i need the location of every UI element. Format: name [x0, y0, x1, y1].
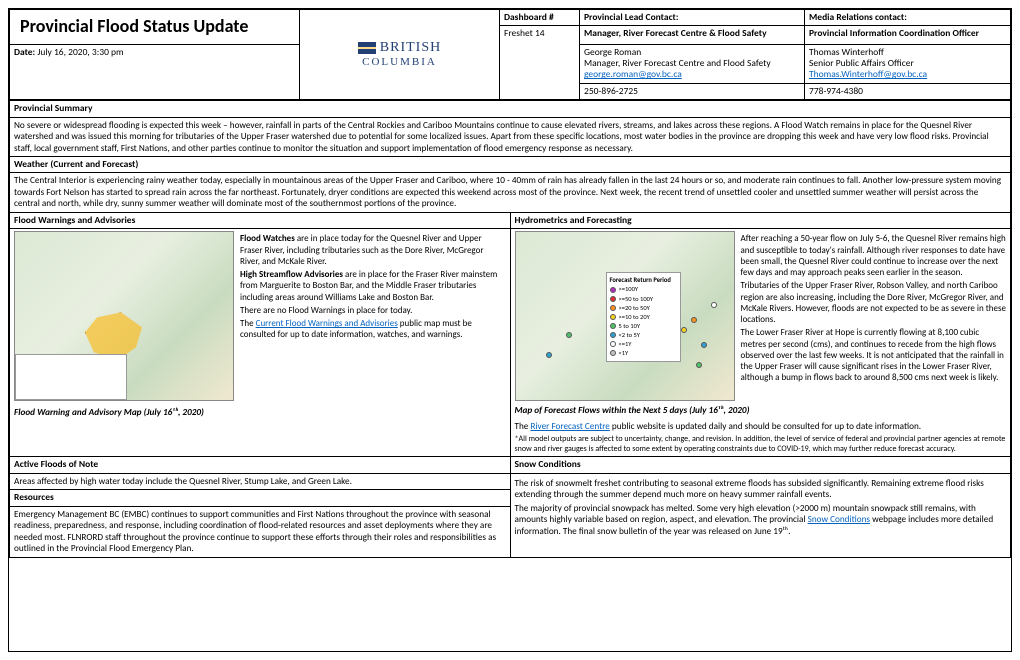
warnings-cell: Flood Warning Flood Watch High Streamflo… [10, 229, 511, 457]
warning-map: Flood Warning Flood Watch High Streamflo… [14, 231, 234, 401]
dashboard-label: Dashboard # [500, 10, 580, 26]
warnings-heading: Flood Warnings and Advisories [10, 212, 511, 228]
hydro-footnote: *All model outputs are subject to uncert… [515, 434, 1007, 454]
resources-text: Emergency Management BC (EMBC) continues… [10, 506, 511, 557]
legend-watch: Flood Watch [29, 374, 65, 383]
document-frame: Provincial Flood Status Update BRITISH C… [8, 8, 1012, 652]
snow-link[interactable]: Snow Conditions [808, 514, 870, 525]
lead-role: Manager, River Forecast Centre & Flood S… [580, 26, 805, 44]
warnings-map-link[interactable]: Current Flood Warnings and Advisories [256, 318, 398, 329]
summary-text: No severe or widespread flooding is expe… [10, 117, 1011, 157]
body-table: Provincial Summary No severe or widespre… [9, 100, 1011, 557]
media-phone: 778-974-4380 [805, 83, 1011, 99]
snow-heading: Snow Conditions [510, 457, 1011, 473]
forecast-map: Forecast Return Period >=100Y>=50 to 100… [515, 231, 735, 401]
header-table: Provincial Flood Status Update BRITISH C… [9, 9, 1011, 100]
weather-text: The Central Interior is experiencing rai… [10, 173, 1011, 213]
lead-contact-label: Provincial Lead Contact: [580, 10, 805, 26]
hydro-cell: Forecast Return Period >=100Y>=50 to 100… [510, 229, 1011, 457]
lead-email-link[interactable]: george.roman@gov.bc.ca [584, 68, 682, 80]
hydro-heading: Hydrometrics and Forecasting [510, 212, 1011, 228]
warning-map-caption: Flood Warning and Advisory Map (July 16ᵗ… [14, 407, 506, 419]
dashboard-value: Freshet 14 [500, 26, 580, 100]
lead-phone: 250-896-2725 [580, 83, 805, 99]
snow-text: The risk of snowmelt freshet contributin… [510, 473, 1011, 557]
resources-heading: Resources [10, 490, 511, 506]
active-heading: Active Floods of Note [10, 457, 511, 473]
media-role: Provincial Information Coordination Offi… [805, 26, 1011, 44]
media-email-link[interactable]: Thomas.Winterhoff@gov.bc.ca [809, 68, 927, 80]
media-contact-label: Media Relations contact: [805, 10, 1011, 26]
legend-advisory: High Streamflow Advisory [29, 386, 102, 395]
active-text: Areas affected by high water today inclu… [10, 473, 511, 490]
weather-heading: Weather (Current and Forecast) [10, 157, 1011, 173]
bc-logo: BRITISH COLUMBIA [358, 40, 441, 70]
date-value: July 16, 2020, 3:30 pm [37, 46, 123, 58]
rfc-link[interactable]: River Forecast Centre [530, 421, 609, 432]
page-title: Provincial Flood Status Update [14, 12, 295, 42]
summary-heading: Provincial Summary [10, 101, 1011, 117]
date-label: Date: [14, 46, 35, 58]
forecast-map-caption: Map of Forecast Flows within the Next 5 … [515, 405, 1007, 417]
legend-warning: Flood Warning [29, 362, 71, 371]
forecast-legend: Forecast Return Period >=100Y>=50 to 100… [606, 272, 681, 362]
